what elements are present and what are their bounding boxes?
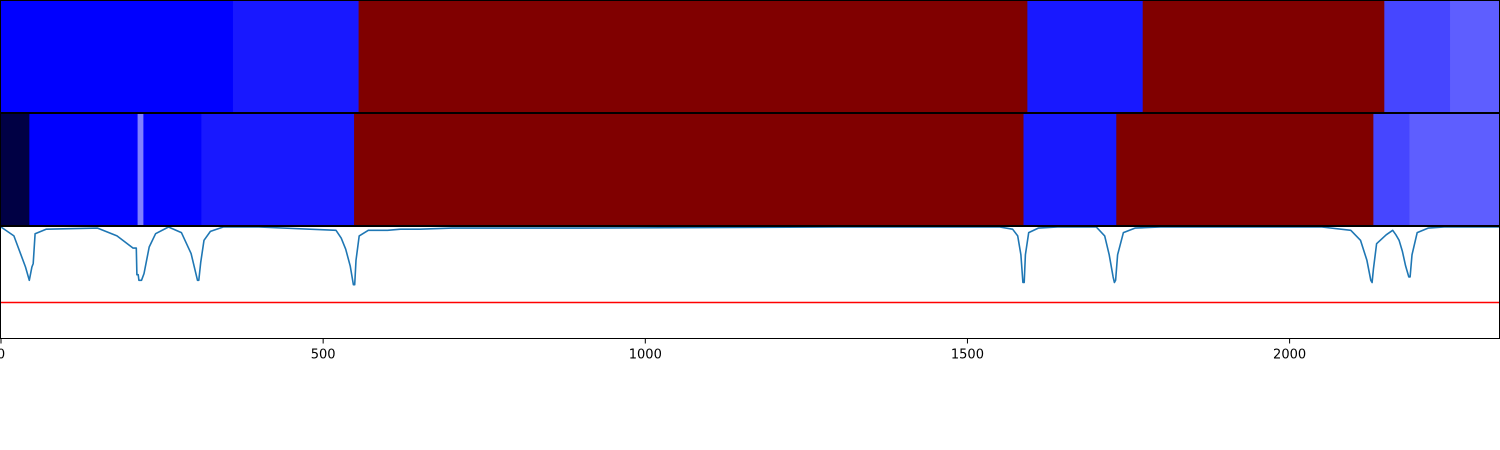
heatmap-1-segment-2 xyxy=(137,114,144,225)
x-tick-label-1: 500 xyxy=(311,348,336,363)
x-tick-label-4: 2000 xyxy=(1273,348,1306,363)
heatmap-1-segment-9 xyxy=(1409,114,1500,225)
line-series-0 xyxy=(0,226,1499,286)
heatmap-1-segment-0 xyxy=(1,114,30,225)
x-tick-label-2: 1000 xyxy=(629,348,662,363)
x-axis: 0 500 1000 1500 2000 xyxy=(0,338,1306,363)
heatmap-0-segment-2 xyxy=(358,1,1028,112)
heatmap-0-segment-6 xyxy=(1450,1,1500,112)
heatmap-1-segment-6 xyxy=(1023,114,1117,225)
panel-frame-2 xyxy=(0,226,1500,339)
middle-heatmap-panel xyxy=(0,113,1500,226)
heatmap-1-segment-5 xyxy=(354,114,1025,225)
heatmap-0-segment-3 xyxy=(1027,1,1144,112)
bottom-line-panel xyxy=(0,226,1500,339)
heatmap-1-segment-4 xyxy=(201,114,355,225)
heatmap-0-segment-4 xyxy=(1142,1,1385,112)
top-heatmap-panel xyxy=(0,0,1500,113)
heatmap-1-segment-1 xyxy=(29,114,139,225)
heatmap-0-segment-1 xyxy=(232,1,360,112)
heatmap-0-segment-0 xyxy=(1,1,234,112)
x-tick-label-3: 1500 xyxy=(951,348,984,363)
x-tick-label-0: 0 xyxy=(0,348,5,363)
heatmap-0-segment-5 xyxy=(1384,1,1451,112)
heatmap-1-segment-3 xyxy=(143,114,202,225)
heatmap-1-segment-8 xyxy=(1373,114,1410,225)
heatmap-1-segment-7 xyxy=(1116,114,1374,225)
